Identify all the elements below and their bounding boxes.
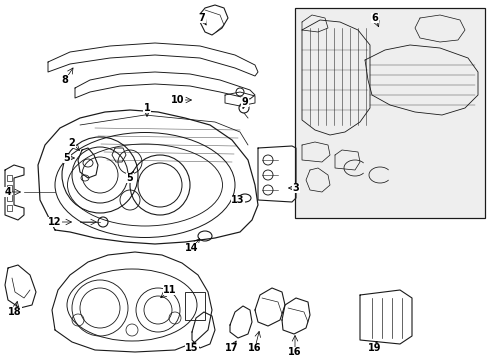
Bar	[7, 195, 12, 201]
Text: 14: 14	[185, 243, 198, 253]
Text: 10: 10	[171, 95, 184, 105]
Text: 15: 15	[185, 343, 198, 353]
Bar	[294, 8, 484, 218]
Text: 2: 2	[68, 138, 75, 148]
Text: 16: 16	[248, 343, 261, 353]
Text: 11: 11	[163, 285, 176, 295]
Text: 19: 19	[367, 343, 381, 353]
Text: 8: 8	[61, 75, 68, 85]
Bar	[7, 205, 12, 211]
Text: 1: 1	[143, 103, 150, 113]
Text: 9: 9	[241, 97, 248, 107]
Text: 4: 4	[4, 187, 11, 197]
Text: 6: 6	[371, 13, 378, 23]
Bar	[184, 292, 204, 320]
Text: 12: 12	[48, 217, 61, 227]
Text: 3: 3	[292, 183, 299, 193]
Text: 16: 16	[287, 347, 301, 357]
Text: 18: 18	[8, 307, 22, 317]
Text: 5: 5	[126, 173, 133, 183]
Bar	[7, 175, 12, 181]
Text: 7: 7	[198, 13, 205, 23]
Text: 13: 13	[231, 195, 244, 205]
Text: 5: 5	[63, 153, 70, 163]
Bar	[7, 185, 12, 191]
Text: 17: 17	[225, 343, 238, 353]
